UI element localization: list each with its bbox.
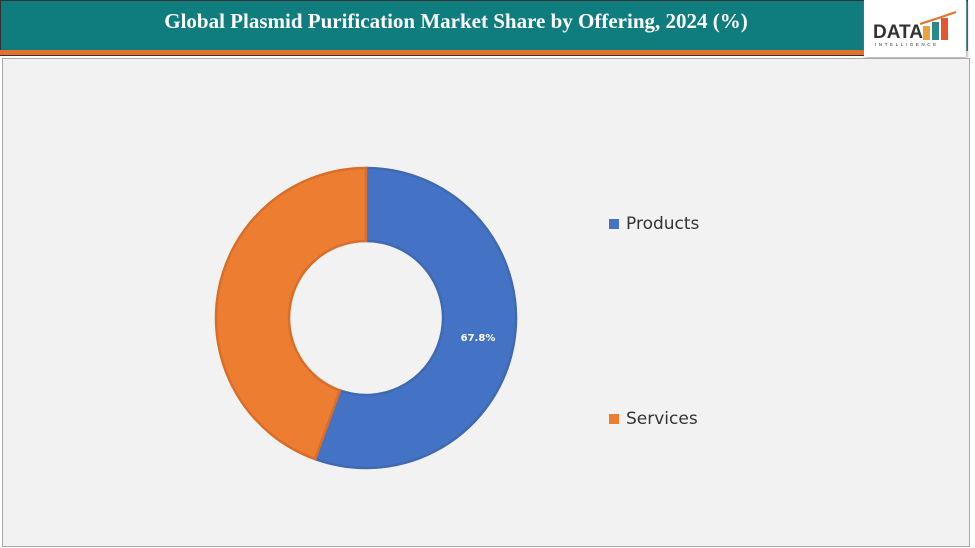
- legend-item-services: Services: [609, 409, 698, 429]
- legend-label: Services: [626, 409, 698, 429]
- chart-title: Global Plasmid Purification Market Share…: [164, 9, 748, 33]
- legend-label: Products: [626, 214, 700, 234]
- svg-text:INTELLIGENCE: INTELLIGENCE: [875, 42, 939, 47]
- legend-item-products: Products: [609, 214, 699, 234]
- donut-slice-services: [214, 166, 368, 461]
- legend-swatch: [609, 414, 619, 424]
- header-bar: Global Plasmid Purification Market Share…: [0, 0, 968, 51]
- legend-swatch: [609, 219, 619, 229]
- data-label-products: 67.8%: [461, 333, 496, 344]
- donut-slice-products: [313, 166, 518, 470]
- header-accent-stripe: [0, 50, 966, 56]
- datam-intelligence-logo: DATA INTELLIGENCE: [864, 0, 966, 57]
- svg-text:DATA: DATA: [873, 22, 923, 43]
